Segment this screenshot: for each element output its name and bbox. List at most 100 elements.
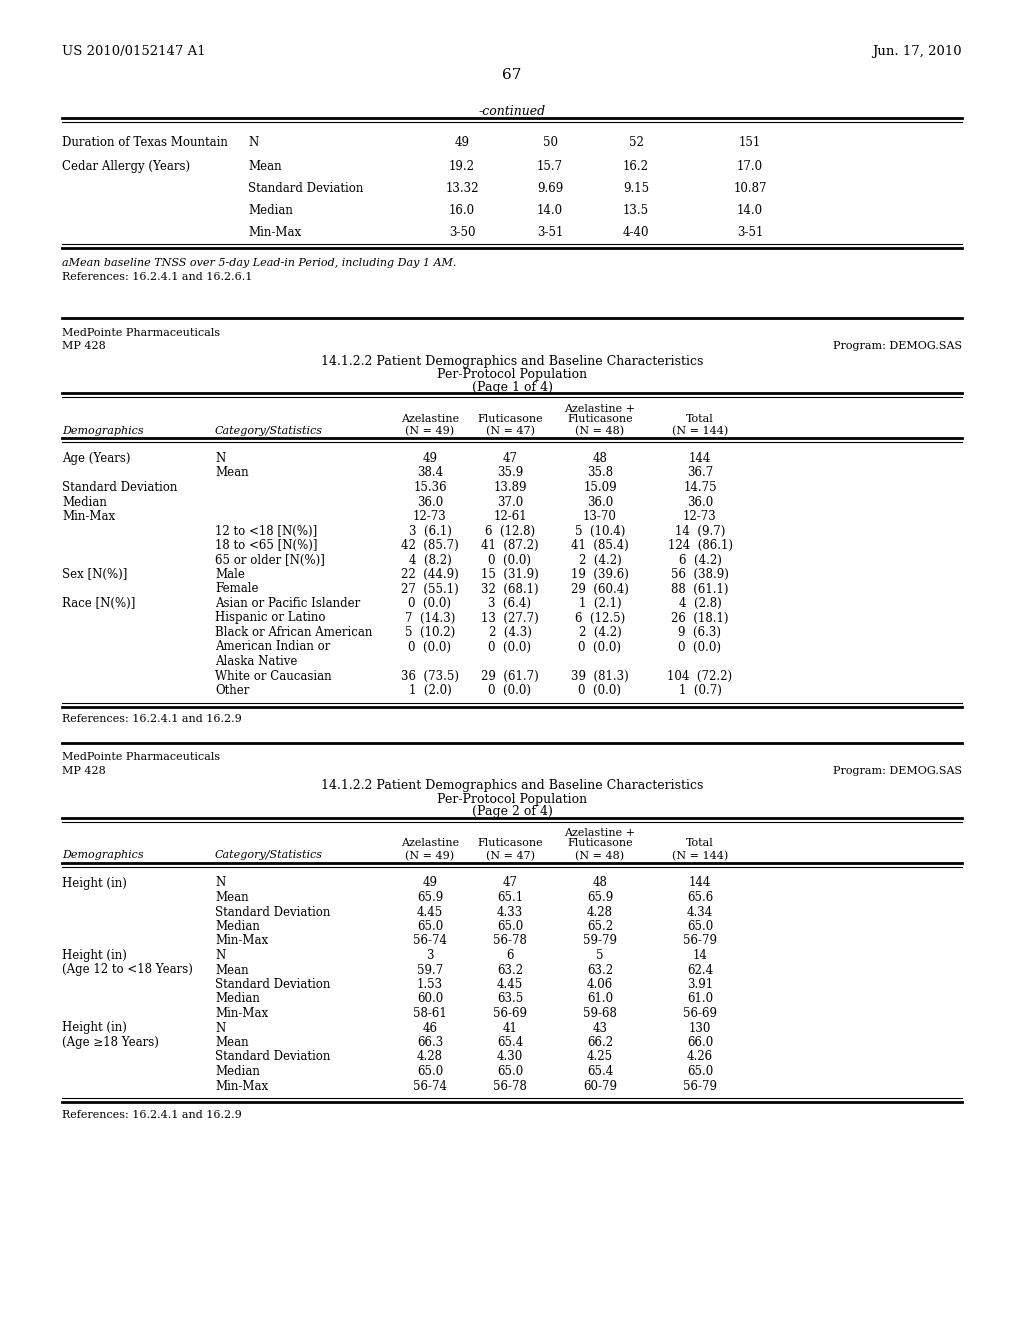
Text: 13.32: 13.32 bbox=[445, 182, 479, 195]
Text: 13.5: 13.5 bbox=[623, 205, 649, 216]
Text: 36.0: 36.0 bbox=[417, 495, 443, 508]
Text: 47: 47 bbox=[503, 451, 517, 465]
Text: 66.2: 66.2 bbox=[587, 1036, 613, 1049]
Text: Median: Median bbox=[215, 993, 260, 1006]
Text: 6: 6 bbox=[506, 949, 514, 962]
Text: Fluticasone: Fluticasone bbox=[567, 838, 633, 849]
Text: Total: Total bbox=[686, 838, 714, 849]
Text: Median: Median bbox=[215, 1065, 260, 1078]
Text: Standard Deviation: Standard Deviation bbox=[62, 480, 177, 494]
Text: Standard Deviation: Standard Deviation bbox=[215, 1051, 331, 1064]
Text: Standard Deviation: Standard Deviation bbox=[215, 978, 331, 991]
Text: (N = 144): (N = 144) bbox=[672, 850, 728, 861]
Text: 32  (68.1): 32 (68.1) bbox=[481, 582, 539, 595]
Text: 65.0: 65.0 bbox=[497, 1065, 523, 1078]
Text: References: 16.2.4.1 and 16.2.9: References: 16.2.4.1 and 16.2.9 bbox=[62, 714, 242, 725]
Text: MP 428: MP 428 bbox=[62, 766, 105, 776]
Text: 65.9: 65.9 bbox=[587, 891, 613, 904]
Text: 58-61: 58-61 bbox=[413, 1007, 446, 1020]
Text: 49: 49 bbox=[423, 876, 437, 890]
Text: 37.0: 37.0 bbox=[497, 495, 523, 508]
Text: (Age 12 to <18 Years): (Age 12 to <18 Years) bbox=[62, 964, 193, 977]
Text: 6  (12.8): 6 (12.8) bbox=[485, 524, 536, 537]
Text: MP 428: MP 428 bbox=[62, 341, 105, 351]
Text: 144: 144 bbox=[689, 876, 712, 890]
Text: 0  (0.0): 0 (0.0) bbox=[409, 597, 452, 610]
Text: 63.2: 63.2 bbox=[587, 964, 613, 977]
Text: 65.1: 65.1 bbox=[497, 891, 523, 904]
Text: 65.0: 65.0 bbox=[417, 920, 443, 933]
Text: Program: DEMOG.SAS: Program: DEMOG.SAS bbox=[833, 341, 962, 351]
Text: 4.34: 4.34 bbox=[687, 906, 713, 919]
Text: 14.1.2.2 Patient Demographics and Baseline Characteristics: 14.1.2.2 Patient Demographics and Baseli… bbox=[321, 780, 703, 792]
Text: Standard Deviation: Standard Deviation bbox=[215, 906, 331, 919]
Text: 29  (60.4): 29 (60.4) bbox=[571, 582, 629, 595]
Text: 12 to <18 [N(%)]: 12 to <18 [N(%)] bbox=[215, 524, 317, 537]
Text: 65.6: 65.6 bbox=[687, 891, 713, 904]
Text: 62.4: 62.4 bbox=[687, 964, 713, 977]
Text: 35.9: 35.9 bbox=[497, 466, 523, 479]
Text: 56-79: 56-79 bbox=[683, 1080, 717, 1093]
Text: Min-Max: Min-Max bbox=[215, 1007, 268, 1020]
Text: 14.75: 14.75 bbox=[683, 480, 717, 494]
Text: 0  (0.0): 0 (0.0) bbox=[579, 640, 622, 653]
Text: 4.33: 4.33 bbox=[497, 906, 523, 919]
Text: 14.0: 14.0 bbox=[537, 205, 563, 216]
Text: 56  (38.9): 56 (38.9) bbox=[671, 568, 729, 581]
Text: Age (Years): Age (Years) bbox=[62, 451, 130, 465]
Text: 4  (8.2): 4 (8.2) bbox=[409, 553, 452, 566]
Text: 6  (12.5): 6 (12.5) bbox=[574, 611, 625, 624]
Text: 14  (9.7): 14 (9.7) bbox=[675, 524, 725, 537]
Text: 3-51: 3-51 bbox=[537, 226, 563, 239]
Text: 0  (0.0): 0 (0.0) bbox=[579, 684, 622, 697]
Text: N: N bbox=[248, 136, 258, 149]
Text: 0  (0.0): 0 (0.0) bbox=[488, 553, 531, 566]
Text: 46: 46 bbox=[423, 1022, 437, 1035]
Text: (N = 47): (N = 47) bbox=[485, 426, 535, 437]
Text: Median: Median bbox=[248, 205, 293, 216]
Text: Min-Max: Min-Max bbox=[215, 935, 268, 948]
Text: 19.2: 19.2 bbox=[449, 160, 475, 173]
Text: 65 or older [N(%)]: 65 or older [N(%)] bbox=[215, 553, 325, 566]
Text: Azelastine: Azelastine bbox=[401, 414, 459, 424]
Text: Total: Total bbox=[686, 414, 714, 424]
Text: 38.4: 38.4 bbox=[417, 466, 443, 479]
Text: 60-79: 60-79 bbox=[583, 1080, 617, 1093]
Text: Program: DEMOG.SAS: Program: DEMOG.SAS bbox=[833, 766, 962, 776]
Text: 65.9: 65.9 bbox=[417, 891, 443, 904]
Text: 65.2: 65.2 bbox=[587, 920, 613, 933]
Text: 2  (4.2): 2 (4.2) bbox=[579, 626, 622, 639]
Text: Mean: Mean bbox=[248, 160, 282, 173]
Text: 2  (4.3): 2 (4.3) bbox=[488, 626, 531, 639]
Text: (N = 49): (N = 49) bbox=[406, 850, 455, 861]
Text: References: 16.2.4.1 and 16.2.9: References: 16.2.4.1 and 16.2.9 bbox=[62, 1110, 242, 1119]
Text: Min-Max: Min-Max bbox=[215, 1080, 268, 1093]
Text: 36.7: 36.7 bbox=[687, 466, 713, 479]
Text: 4.28: 4.28 bbox=[587, 906, 613, 919]
Text: 16.2: 16.2 bbox=[623, 160, 649, 173]
Text: Height (in): Height (in) bbox=[62, 949, 127, 962]
Text: 15.36: 15.36 bbox=[414, 480, 446, 494]
Text: 41  (85.4): 41 (85.4) bbox=[571, 539, 629, 552]
Text: 63.5: 63.5 bbox=[497, 993, 523, 1006]
Text: 56-69: 56-69 bbox=[683, 1007, 717, 1020]
Text: 41  (87.2): 41 (87.2) bbox=[481, 539, 539, 552]
Text: 65.4: 65.4 bbox=[497, 1036, 523, 1049]
Text: 35.8: 35.8 bbox=[587, 466, 613, 479]
Text: (N = 49): (N = 49) bbox=[406, 426, 455, 437]
Text: 104  (72.2): 104 (72.2) bbox=[668, 669, 732, 682]
Text: 10.87: 10.87 bbox=[733, 182, 767, 195]
Text: Mean: Mean bbox=[215, 891, 249, 904]
Text: 14.0: 14.0 bbox=[737, 205, 763, 216]
Text: 66.0: 66.0 bbox=[687, 1036, 713, 1049]
Text: 60.0: 60.0 bbox=[417, 993, 443, 1006]
Text: 49: 49 bbox=[423, 451, 437, 465]
Text: (N = 47): (N = 47) bbox=[485, 850, 535, 861]
Text: 15  (31.9): 15 (31.9) bbox=[481, 568, 539, 581]
Text: 14: 14 bbox=[692, 949, 708, 962]
Text: Race [N(%)]: Race [N(%)] bbox=[62, 597, 135, 610]
Text: 1.53: 1.53 bbox=[417, 978, 443, 991]
Text: White or Caucasian: White or Caucasian bbox=[215, 669, 332, 682]
Text: 56-74: 56-74 bbox=[413, 1080, 447, 1093]
Text: 3: 3 bbox=[426, 949, 434, 962]
